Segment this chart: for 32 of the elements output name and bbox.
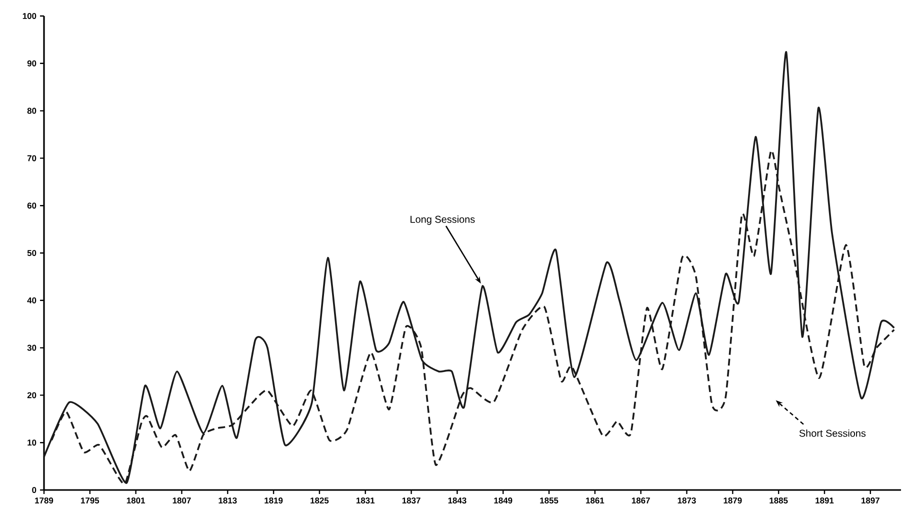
- x-tick-label: 1789: [35, 498, 54, 504]
- y-tick-label: 10: [28, 440, 36, 446]
- x-tick-label: 1843: [448, 498, 466, 504]
- x-tick-label: 1879: [724, 498, 742, 504]
- annotation: Long Sessions: [410, 216, 475, 225]
- y-tick-label: 0: [32, 487, 36, 493]
- y-tick-label: 30: [27, 344, 36, 351]
- x-tick-label: 1837: [402, 498, 420, 504]
- x-tick-label: 1819: [264, 498, 283, 504]
- x-tick-label: 1855: [540, 498, 558, 504]
- x-tick-label: 1849: [494, 498, 512, 504]
- y-tick-label: 90: [27, 60, 36, 66]
- y-tick-label: 60: [27, 202, 36, 209]
- x-tick-label: 1831: [356, 498, 375, 504]
- x-tick-label: 1897: [862, 498, 880, 504]
- x-tick-label: 1795: [81, 498, 100, 504]
- y-tick-label: 70: [27, 155, 36, 162]
- y-tick-label: 40: [27, 297, 36, 304]
- y-tick-label: 50: [27, 250, 36, 256]
- x-tick-label: 1801: [126, 498, 145, 504]
- y-tick-label: 100: [22, 13, 36, 19]
- y-tick-label: 80: [27, 108, 36, 114]
- y-tick-label: 20: [27, 392, 36, 398]
- x-tick-label: 1867: [632, 498, 650, 504]
- x-tick-label: 1813: [218, 498, 237, 504]
- x-tick-label: 1885: [770, 498, 788, 504]
- x-tick-label: 1861: [586, 498, 604, 504]
- x-tick-label: 1825: [310, 498, 329, 504]
- annotation: Short Sessions: [799, 429, 866, 437]
- x-tick-label: 1807: [172, 498, 191, 504]
- x-tick-label: 1873: [678, 498, 696, 504]
- x-tick-label: 1891: [816, 498, 834, 504]
